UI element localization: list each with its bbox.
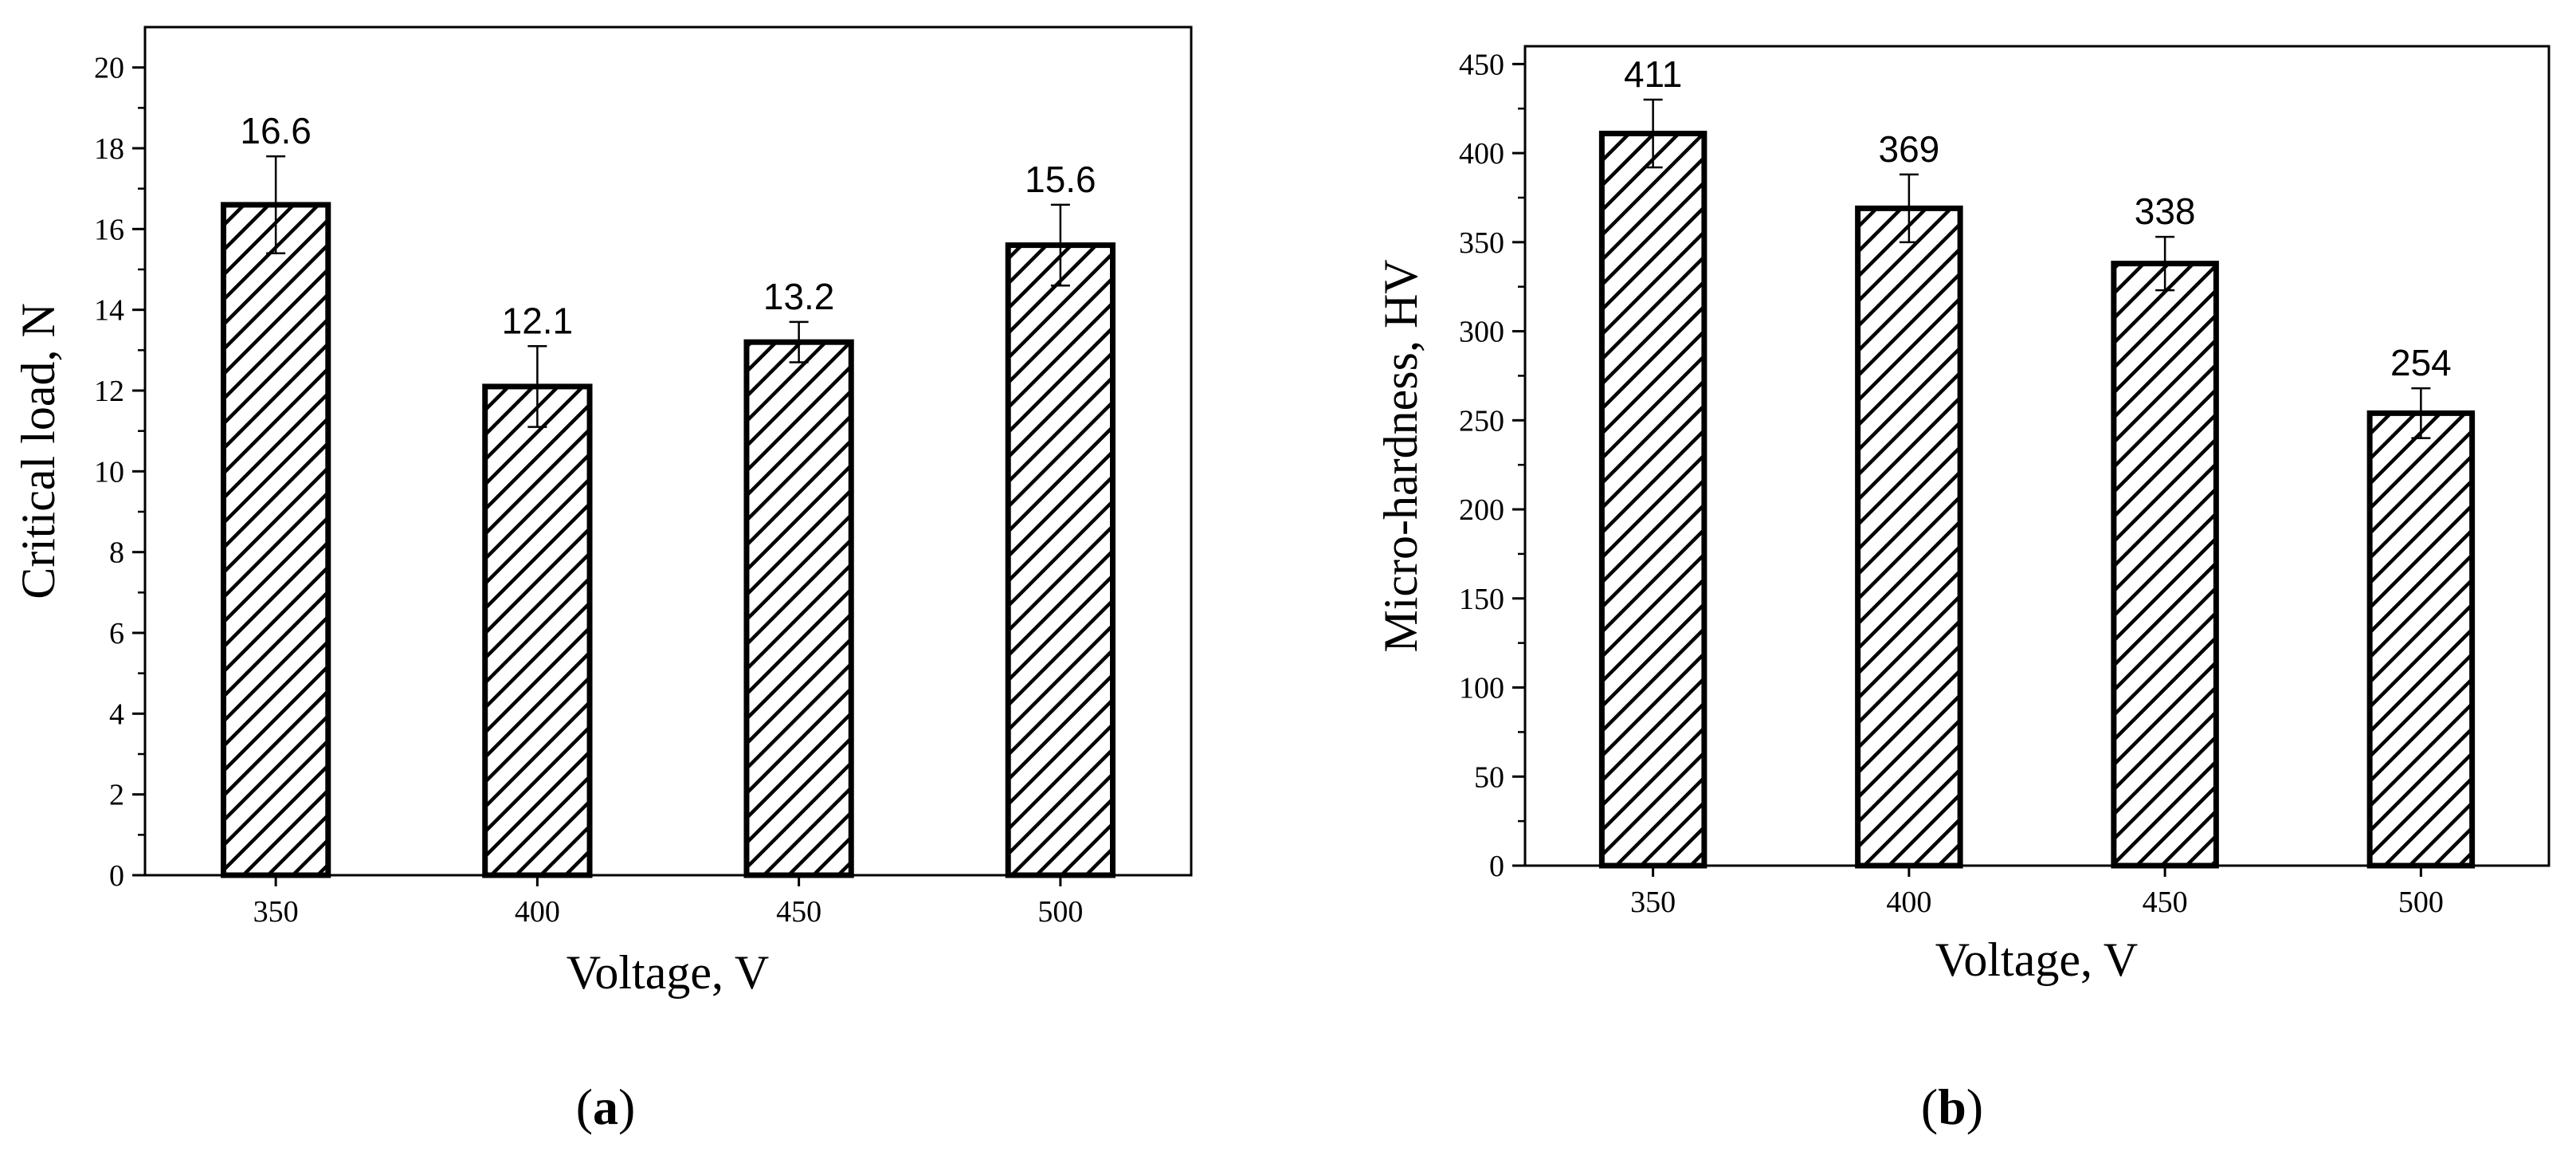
plot-frame bbox=[1523, 45, 2551, 867]
error-bars bbox=[1643, 98, 2431, 439]
x-tick-label-450: 450 bbox=[776, 895, 821, 929]
y-tick-label-16: 16 bbox=[94, 213, 124, 246]
bar-450 bbox=[743, 339, 854, 878]
bars bbox=[1598, 131, 2476, 869]
y-tick-label-18: 18 bbox=[94, 132, 124, 166]
y-tick-label-8: 8 bbox=[109, 536, 124, 570]
data-label-400: 369 bbox=[1879, 128, 1940, 170]
x-tick-marks bbox=[1652, 866, 2422, 877]
y-tick-label-12: 12 bbox=[94, 375, 124, 408]
y-tick-label-10: 10 bbox=[94, 455, 124, 489]
error-bar-450 bbox=[789, 320, 809, 363]
y-tick-label-20: 20 bbox=[94, 52, 124, 85]
bar-400 bbox=[482, 383, 593, 878]
y-tick-label-14: 14 bbox=[94, 294, 124, 328]
data-label-350: 411 bbox=[1624, 53, 1682, 95]
y-tick-labels: 0 50 100 150 200 250 300 350 400 450 bbox=[1459, 48, 1504, 883]
y-tick-label-200: 200 bbox=[1459, 493, 1504, 527]
y-tick-label-150: 150 bbox=[1459, 583, 1504, 616]
panel-label-a: (a) bbox=[576, 1078, 636, 1135]
error-bar-400 bbox=[1899, 173, 1919, 244]
plot-frame bbox=[143, 26, 1193, 877]
error-bar-350 bbox=[266, 155, 286, 254]
x-tick-label-400: 400 bbox=[515, 895, 560, 929]
y-tick-label-6: 6 bbox=[109, 617, 124, 650]
y-tick-label-2: 2 bbox=[109, 779, 124, 812]
y-tick-label-300: 300 bbox=[1459, 316, 1504, 349]
x-tick-label-450: 450 bbox=[2143, 886, 2188, 919]
y-tick-marks bbox=[132, 66, 145, 877]
y-tick-labels: 0 2 4 6 8 10 12 14 16 18 20 bbox=[94, 52, 124, 893]
panel-label-a-letter: a bbox=[593, 1078, 618, 1135]
x-axis-title: Voltage, V bbox=[567, 946, 769, 999]
y-tick-label-100: 100 bbox=[1459, 672, 1504, 705]
data-labels: 411 369 338 254 bbox=[1624, 53, 2452, 383]
chart-panel-b: 0 50 100 150 200 250 300 350 400 450 350 400 450 500… bbox=[1374, 45, 2551, 1135]
bars bbox=[220, 202, 1116, 878]
y-tick-label-50: 50 bbox=[1474, 760, 1504, 794]
bar-500 bbox=[2366, 410, 2476, 869]
y-tick-label-4: 4 bbox=[109, 697, 124, 731]
bar-350 bbox=[220, 202, 331, 878]
y-tick-label-250: 250 bbox=[1459, 404, 1504, 438]
y-axis-title: Critical load, N bbox=[12, 303, 65, 599]
bar-500 bbox=[1005, 242, 1116, 878]
panel-label-b-letter: b bbox=[1938, 1078, 1966, 1135]
x-tick-label-350: 350 bbox=[1630, 886, 1676, 919]
x-tick-label-500: 500 bbox=[1037, 895, 1083, 929]
x-tick-label-400: 400 bbox=[1886, 886, 1931, 919]
error-bar-350 bbox=[1643, 98, 1663, 169]
y-tick-label-0: 0 bbox=[109, 859, 124, 893]
bar-400 bbox=[1855, 205, 1963, 869]
error-bar-500 bbox=[2411, 387, 2431, 439]
y-tick-label-450: 450 bbox=[1459, 48, 1504, 81]
error-bar-500 bbox=[1050, 203, 1070, 287]
bar-350 bbox=[1598, 131, 1708, 869]
data-labels: 16.6 12.1 13.2 15.6 bbox=[240, 110, 1096, 341]
x-axis-title: Voltage, V bbox=[1935, 933, 2138, 986]
error-bar-450 bbox=[2155, 235, 2175, 292]
data-label-350: 16.6 bbox=[240, 110, 312, 151]
data-label-500: 254 bbox=[2390, 342, 2452, 383]
error-bars bbox=[266, 155, 1070, 428]
error-bar-400 bbox=[527, 345, 547, 428]
y-tick-marks bbox=[1512, 62, 1525, 867]
data-label-400: 12.1 bbox=[502, 300, 574, 341]
x-tick-labels: 350 400 450 500 bbox=[253, 895, 1084, 929]
bar-450 bbox=[2111, 261, 2219, 869]
x-tick-labels: 350 400 450 500 bbox=[1630, 886, 2444, 919]
data-label-450: 13.2 bbox=[763, 276, 835, 317]
y-tick-label-400: 400 bbox=[1459, 137, 1504, 171]
x-tick-label-500: 500 bbox=[2398, 886, 2444, 919]
y-tick-label-0: 0 bbox=[1489, 850, 1504, 883]
x-tick-marks bbox=[274, 875, 1062, 886]
x-tick-label-350: 350 bbox=[253, 895, 299, 929]
data-label-500: 15.6 bbox=[1025, 159, 1096, 200]
panel-label-b: (b) bbox=[1921, 1078, 1983, 1135]
y-axis-title: Micro-hardness, HV bbox=[1374, 259, 1427, 652]
y-tick-label-350: 350 bbox=[1459, 226, 1504, 260]
data-label-450: 338 bbox=[2135, 191, 2196, 232]
